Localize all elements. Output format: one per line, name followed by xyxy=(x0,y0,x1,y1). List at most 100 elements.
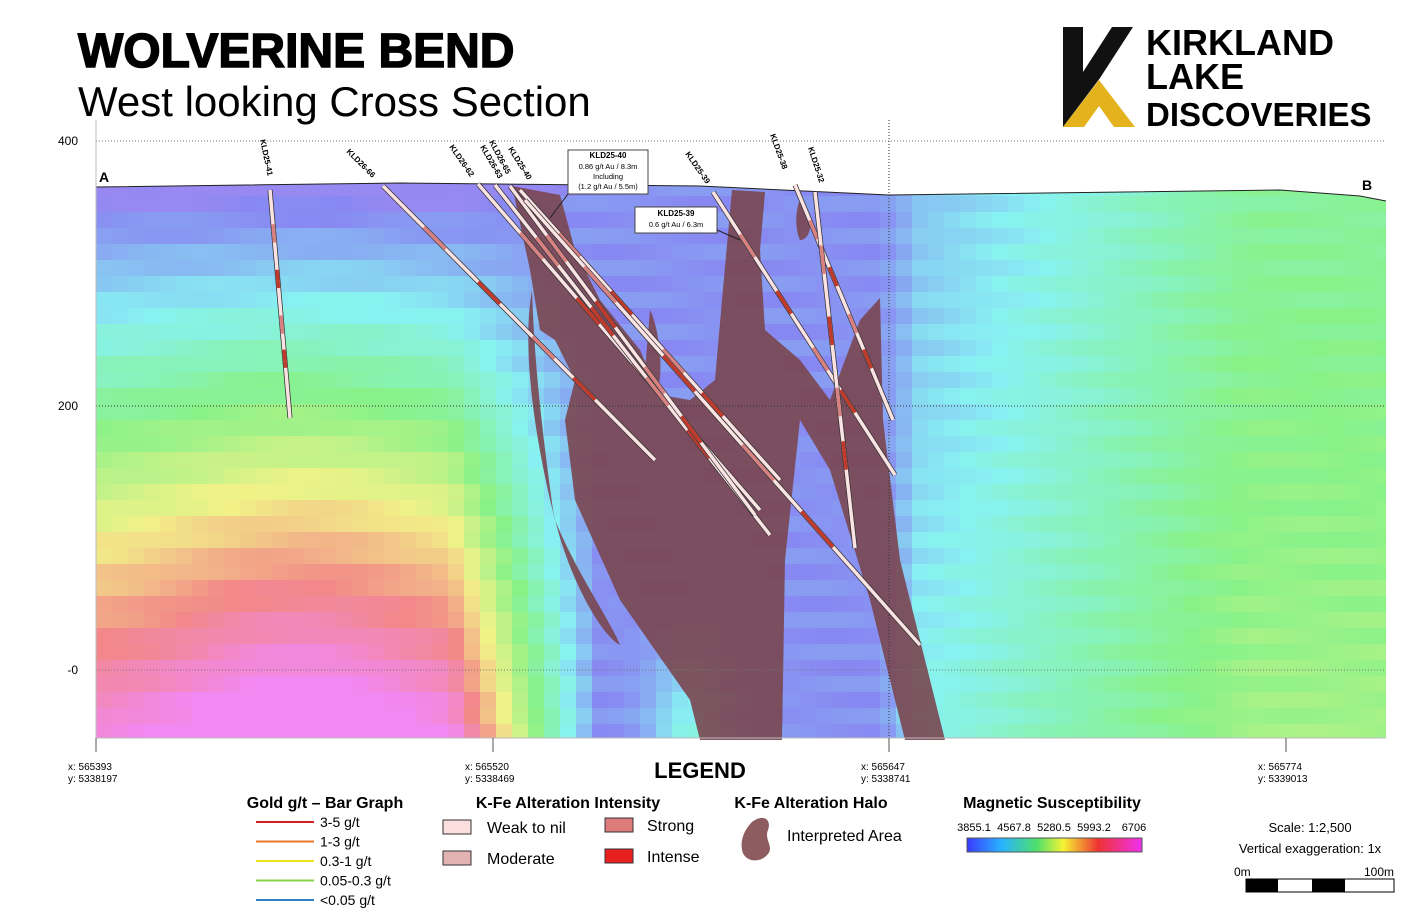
grid-cell xyxy=(144,692,161,709)
grid-cell xyxy=(1120,388,1137,405)
grid-cell xyxy=(896,404,913,421)
section-start: A xyxy=(99,169,109,185)
grid-cell xyxy=(1152,484,1169,501)
grid-cell xyxy=(1360,548,1377,565)
grid-cell xyxy=(480,436,497,453)
grid-cell xyxy=(496,404,513,421)
grid-cell xyxy=(304,612,321,629)
grid-cell xyxy=(1056,183,1073,197)
grid-cell xyxy=(1328,596,1345,613)
grid-cell xyxy=(896,356,913,373)
grid-cell xyxy=(336,372,353,389)
grid-cell xyxy=(224,292,241,309)
grid-cell xyxy=(448,436,465,453)
grid-cell xyxy=(112,276,129,293)
grid-cell xyxy=(768,244,785,261)
grid-cell xyxy=(1200,276,1217,293)
grid-cell xyxy=(912,564,929,581)
grid-cell xyxy=(1120,724,1137,738)
grid-cell xyxy=(496,436,513,453)
grid-cell xyxy=(1136,356,1153,373)
grid-cell xyxy=(912,340,929,357)
grid-cell xyxy=(928,564,945,581)
grid-cell xyxy=(1344,708,1361,725)
grid-cell xyxy=(592,196,609,213)
grid-cell xyxy=(1376,244,1386,261)
grid-cell xyxy=(256,484,273,501)
grid-cell xyxy=(400,292,417,309)
grid-cell xyxy=(816,548,833,565)
grid-cell xyxy=(1040,580,1057,597)
grid-cell xyxy=(1296,660,1313,677)
grid-cell xyxy=(1056,548,1073,565)
grid-cell xyxy=(272,468,289,485)
grid-cell xyxy=(128,228,145,245)
grid-cell xyxy=(1152,724,1169,738)
grid-cell xyxy=(800,676,817,693)
grid-cell xyxy=(256,676,273,693)
grid-cell xyxy=(352,484,369,501)
grid-cell xyxy=(1072,324,1089,341)
grid-cell xyxy=(1088,404,1105,421)
grid-cell xyxy=(304,644,321,661)
grid-cell xyxy=(1056,260,1073,277)
grid-cell xyxy=(480,324,497,341)
grid-cell xyxy=(864,692,881,709)
legend-item: Weak to nil xyxy=(487,820,566,837)
grid-cell xyxy=(1216,516,1233,533)
alteration-interval xyxy=(861,348,874,369)
grid-cell xyxy=(1280,356,1297,373)
grid-cell xyxy=(1296,500,1313,517)
grid-cell xyxy=(192,420,209,437)
grid-cell xyxy=(1040,676,1057,693)
alteration-interval xyxy=(422,225,447,251)
grid-cell xyxy=(448,724,465,738)
grid-cell xyxy=(416,372,433,389)
grid-cell xyxy=(1168,340,1185,357)
grid-cell xyxy=(1120,676,1137,693)
grid-cell xyxy=(1136,596,1153,613)
grid-cell xyxy=(288,388,305,405)
grid-cell xyxy=(1232,596,1249,613)
grid-cell xyxy=(1232,484,1249,501)
grid-cell xyxy=(1056,628,1073,645)
grid-cell xyxy=(672,260,689,277)
grid-cell xyxy=(192,292,209,309)
grid-cell xyxy=(1184,212,1201,229)
grid-cell xyxy=(1328,324,1345,341)
alteration-interval xyxy=(680,415,703,444)
grid-cell xyxy=(224,260,241,277)
grid-cell xyxy=(848,676,865,693)
grid-cell xyxy=(1344,644,1361,661)
grid-cell xyxy=(960,580,977,597)
grid-cell xyxy=(1280,516,1297,533)
grid-cell xyxy=(128,468,145,485)
grid-cell xyxy=(208,660,225,677)
grid-cell xyxy=(864,660,881,677)
grid-cell xyxy=(1216,404,1233,421)
grid-cell xyxy=(480,244,497,261)
grid-cell xyxy=(1024,612,1041,629)
grid-cell xyxy=(176,548,193,565)
grid-cell xyxy=(912,324,929,341)
grid-cell xyxy=(1152,676,1169,693)
grid-cell xyxy=(240,420,257,437)
grid-cell xyxy=(1232,372,1249,389)
grid-cell xyxy=(896,500,913,517)
grid-cell xyxy=(96,260,113,277)
grid-cell xyxy=(992,628,1009,645)
grid-cell xyxy=(944,708,961,725)
grid-cell xyxy=(1056,340,1073,357)
grid-cell xyxy=(432,356,449,373)
grid-cell xyxy=(240,212,257,229)
grid-cell xyxy=(864,644,881,661)
coordinate-y: y: 5338741 xyxy=(861,774,911,785)
grid-cell xyxy=(992,228,1009,245)
grid-cell xyxy=(272,708,289,725)
grid-cell xyxy=(1008,628,1025,645)
grid-cell xyxy=(1376,500,1386,517)
grid-cell xyxy=(1296,356,1313,373)
grid-cell xyxy=(1104,628,1121,645)
grid-cell xyxy=(368,420,385,437)
grid-cell xyxy=(464,500,481,517)
